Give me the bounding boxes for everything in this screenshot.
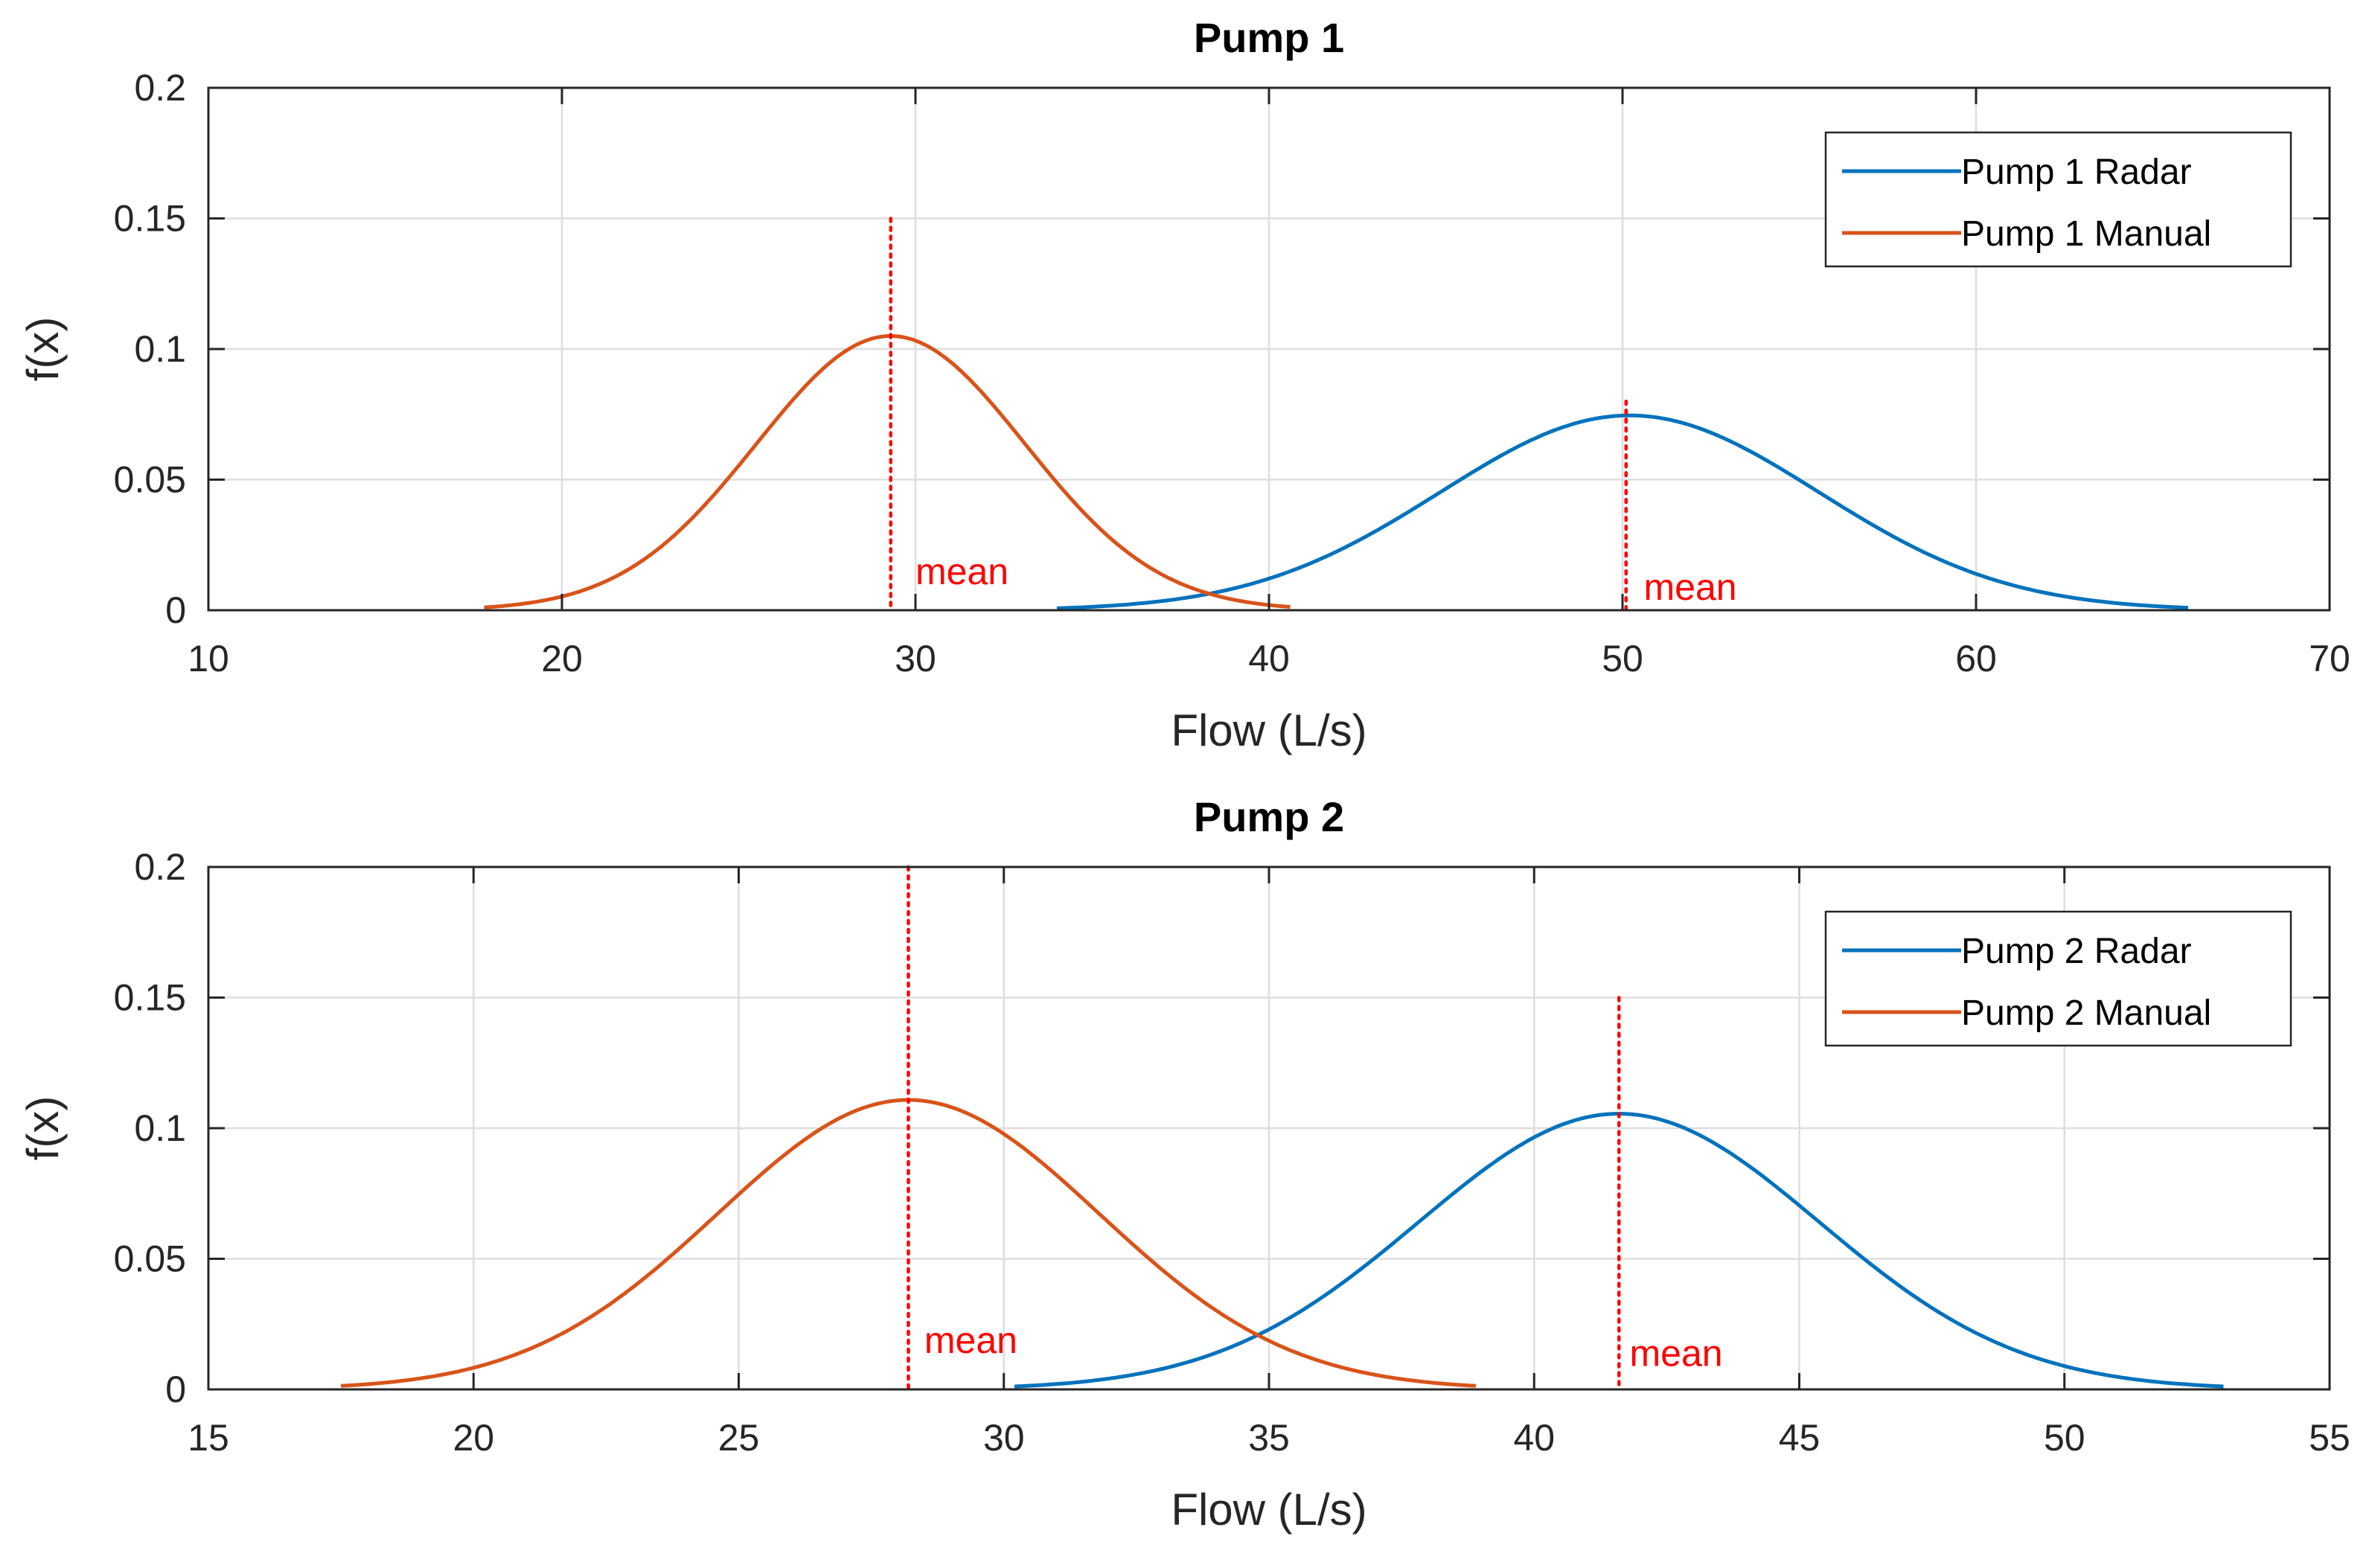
x-tick-label: 10	[188, 638, 229, 679]
x-tick-label: 25	[718, 1417, 760, 1459]
mean-annotation: mean	[1630, 1332, 1723, 1374]
legend-label: Pump 1 Manual	[1961, 214, 2211, 254]
x-tick-label: 20	[453, 1417, 494, 1459]
x-tick-label: 20	[541, 638, 583, 679]
y-axis-label: f(x)	[18, 317, 68, 382]
chart-title: Pump 1	[1194, 14, 1344, 61]
x-tick-label: 40	[1513, 1417, 1555, 1459]
chart-panel-1: mean mean 10 20 30 40 50 60 70 0 0.05 0.1 0.15 0.2 Pum…	[18, 14, 2350, 755]
x-tick-label: 50	[1602, 638, 1643, 679]
mean-annotation: mean	[915, 551, 1008, 592]
legend-label: Pump 1 Radar	[1961, 153, 2192, 192]
y-tick-label: 0.05	[114, 459, 186, 501]
mean-annotation: mean	[1644, 566, 1737, 608]
y-tick-label: 0.05	[114, 1238, 186, 1280]
x-axis-label: Flow (L/s)	[1171, 705, 1366, 755]
x-tick-label: 70	[2309, 638, 2350, 679]
x-tick-label: 35	[1248, 1417, 1290, 1459]
y-axis-label: f(x)	[18, 1096, 68, 1161]
y-tick-label: 0	[165, 1369, 186, 1410]
series-line-pump-1-radar	[1056, 413, 2189, 610]
x-tick-label: 40	[1248, 638, 1290, 679]
y-tick-label: 0.15	[114, 198, 186, 240]
y-tick-label: 0	[165, 589, 186, 631]
legend-label: Pump 2 Manual	[1961, 993, 2211, 1033]
y-tick-label: 0.15	[114, 977, 186, 1019]
y-tick-label: 0.2	[134, 67, 186, 109]
legend-label: Pump 2 Radar	[1961, 932, 2192, 971]
legend: Pump 1 Radar Pump 1 Manual	[1824, 131, 2292, 268]
chart-title: Pump 2	[1194, 793, 1344, 840]
x-tick-label: 55	[2309, 1417, 2350, 1459]
y-tick-label: 0.1	[134, 328, 186, 370]
mean-annotation: mean	[924, 1319, 1017, 1361]
x-tick-label: 30	[983, 1417, 1025, 1459]
x-tick-label: 60	[1955, 638, 1997, 679]
x-axis-label: Flow (L/s)	[1171, 1485, 1366, 1535]
y-tick-label: 0.2	[134, 846, 186, 888]
series-line-pump-1-manual	[484, 334, 1291, 609]
x-tick-label: 45	[1779, 1417, 1820, 1459]
x-tick-label: 50	[2044, 1417, 2085, 1459]
chart-panel-2: mean mean 15 20 25 30 35 40 45 50 55 0 0.05 0.1 0.15 0.…	[18, 793, 2350, 1535]
x-tick-label: 15	[188, 1417, 229, 1459]
legend: Pump 2 Radar Pump 2 Manual	[1824, 910, 2292, 1047]
legend-box	[1824, 131, 2292, 268]
legend-box	[1824, 910, 2292, 1047]
y-tick-label: 0.1	[134, 1107, 186, 1149]
x-tick-label: 30	[895, 638, 936, 679]
